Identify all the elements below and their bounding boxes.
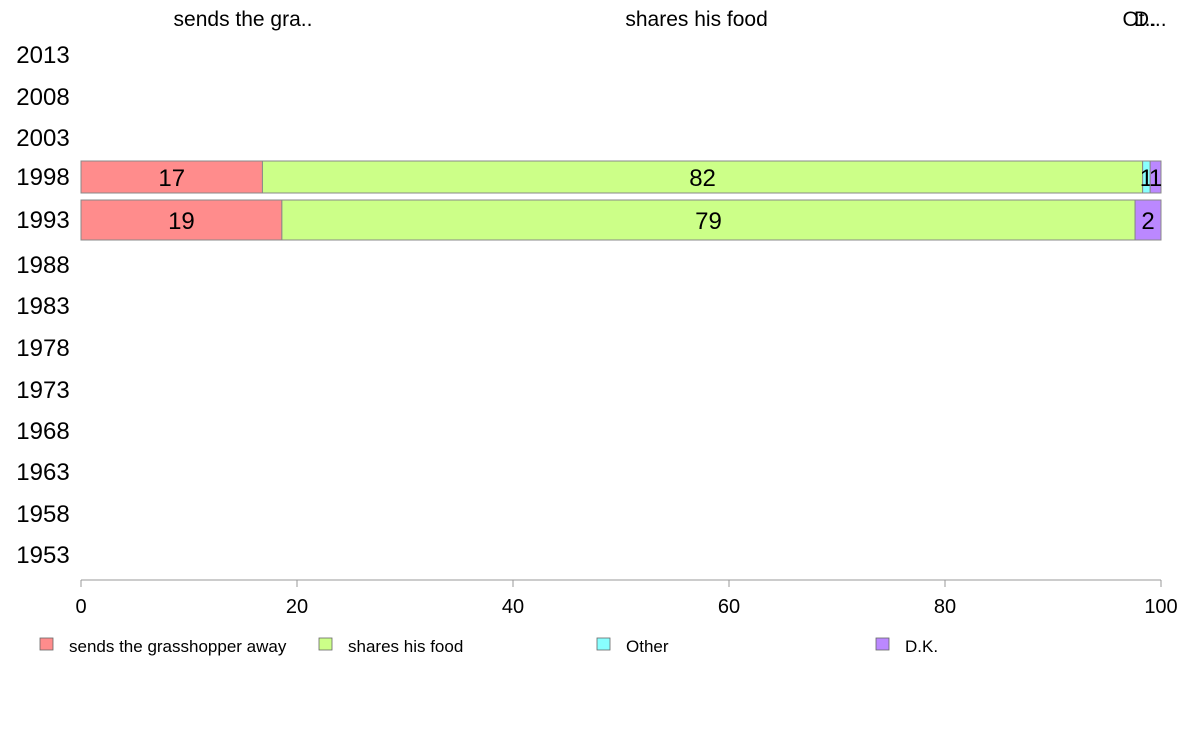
- legend-swatch-1: [318, 637, 333, 651]
- legend-swatch-3: [875, 637, 890, 651]
- year-label-1983: 1983: [16, 293, 69, 320]
- bar-segment-1998-3: [1149, 160, 1162, 194]
- bar-segment-1993-3: [1134, 199, 1162, 241]
- year-label-1958: 1958: [16, 501, 69, 528]
- x-tick-label-1: 20: [286, 596, 308, 618]
- value-label-1993-1: 79: [695, 208, 722, 235]
- legend: sends the grasshopper away shares his foo…: [39, 637, 938, 656]
- column-header-2: Ot..: [1122, 8, 1156, 31]
- column-header-3: D...: [1134, 8, 1167, 31]
- legend-swatch-2: [596, 637, 611, 651]
- year-label-2008: 2008: [16, 84, 69, 111]
- value-label-1993-0: 19: [168, 208, 195, 235]
- value-label-1998-0: 17: [158, 165, 185, 192]
- legend-label-1: shares his food: [348, 637, 463, 656]
- legend-label-2: Other: [626, 637, 669, 656]
- year-label-1998: 1998: [16, 164, 69, 191]
- bar-segment-1993-1: [281, 199, 1136, 241]
- value-label-1998-3: 1: [1149, 165, 1162, 192]
- year-label-1953: 1953: [16, 542, 69, 569]
- bar-segment-1993-0: [80, 199, 283, 241]
- year-label-1978: 1978: [16, 335, 69, 362]
- x-tick-label-0: 0: [75, 596, 86, 618]
- legend-swatch-0: [39, 637, 54, 651]
- legend-label-3: D.K.: [905, 637, 938, 656]
- value-label-1998-1: 82: [689, 165, 716, 192]
- column-header-1: shares his food: [625, 8, 767, 31]
- year-label-2013: 2013: [16, 42, 69, 69]
- x-tick-label-5: 100: [1144, 596, 1177, 618]
- x-tick-label-3: 60: [718, 596, 740, 618]
- year-labels: 2013 2008 2003 1998 1993 1988 1983 1978 1973 1968…: [16, 42, 69, 569]
- value-label-1993-3: 2: [1141, 208, 1154, 235]
- year-label-1968: 1968: [16, 418, 69, 445]
- x-tick-label-2: 40: [502, 596, 524, 618]
- year-label-1963: 1963: [16, 459, 69, 486]
- x-axis: 0 20 40 60 80 100: [75, 579, 1178, 618]
- x-tick-label-4: 80: [934, 596, 956, 618]
- legend-label-0: sends the grasshopper away: [69, 637, 287, 656]
- year-label-1988: 1988: [16, 252, 69, 279]
- bar-segment-1998-1: [261, 160, 1144, 194]
- column-header-0: sends the gra..: [174, 8, 313, 31]
- year-label-1973: 1973: [16, 377, 69, 404]
- year-label-2003: 2003: [16, 125, 69, 152]
- year-label-1993: 1993: [16, 207, 69, 234]
- column-headers: sends the gra.. shares his food Ot..D...: [174, 8, 1167, 31]
